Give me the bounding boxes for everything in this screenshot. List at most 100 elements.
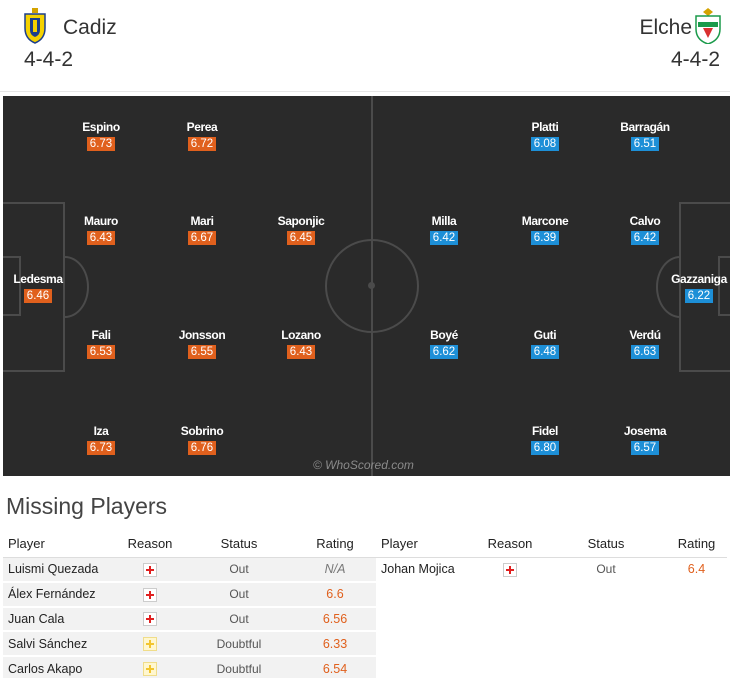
player-card-away[interactable]: Barragán 6.51	[600, 120, 690, 152]
home-missing-table: Player Reason Status Rating Luismi Queza…	[3, 530, 376, 678]
player-rating: 6.48	[531, 345, 559, 359]
player-name: Gazzaniga	[671, 272, 727, 286]
player-name: Marcone	[521, 214, 569, 228]
column-header-player[interactable]: Player	[376, 530, 474, 558]
column-header-rating[interactable]: Rating	[666, 530, 727, 558]
player-name: Iza	[93, 424, 109, 438]
player-rating: 6.67	[188, 231, 216, 245]
missing-players-title: Missing Players	[6, 493, 168, 519]
player-card-home[interactable]: Saponjic 6.45	[256, 214, 346, 246]
player-name: Saponjic	[277, 214, 325, 228]
column-header-player[interactable]: Player	[3, 530, 116, 558]
home-team-name[interactable]: Cadiz	[63, 16, 117, 39]
player-name: Espino	[82, 120, 120, 134]
rating-cell: 6.6	[294, 581, 376, 608]
player-card-away[interactable]: Calvo 6.42	[600, 214, 690, 246]
column-header-reason[interactable]: Reason	[116, 530, 184, 558]
player-rating: 6.53	[87, 345, 115, 359]
column-header-status[interactable]: Status	[546, 530, 666, 558]
status-cell: Doubtful	[184, 631, 294, 658]
player-name: Josema	[623, 424, 667, 438]
missing-player-name[interactable]: Juan Cala	[3, 606, 116, 633]
reason-cell	[474, 557, 546, 583]
reason-cell	[116, 581, 184, 608]
player-card-away[interactable]: Platti 6.08	[500, 120, 590, 152]
player-card-home[interactable]: Ledesma 6.46	[3, 272, 83, 304]
injury-icon[interactable]	[503, 562, 517, 577]
missing-player-name[interactable]: Salvi Sánchez	[3, 631, 116, 658]
status-cell: Out	[546, 557, 666, 583]
player-name: Calvo	[629, 214, 661, 228]
injury-icon[interactable]	[143, 562, 157, 577]
player-name: Mauro	[83, 214, 118, 228]
player-card-away[interactable]: Boyé 6.62	[399, 328, 489, 360]
missing-player-name[interactable]: Álex Fernández	[3, 581, 116, 608]
left-goal-area	[3, 256, 21, 316]
player-card-home[interactable]: Fali 6.53	[56, 328, 146, 360]
player-card-home[interactable]: Mauro 6.43	[56, 214, 146, 246]
missing-player-name[interactable]: Carlos Akapo	[3, 656, 116, 678]
rating-cell: 6.33	[294, 631, 376, 658]
player-card-home[interactable]: Espino 6.73	[56, 120, 146, 152]
missing-player-name[interactable]: Johan Mojica	[376, 557, 474, 583]
player-card-away[interactable]: Verdú 6.63	[600, 328, 690, 360]
player-card-away[interactable]: Marcone 6.39	[500, 214, 590, 246]
right-goal-area	[718, 256, 730, 316]
match-header: Cadiz 4-4-2 Elche 4-4-2	[0, 0, 730, 92]
column-header-rating[interactable]: Rating	[294, 530, 376, 558]
injury-icon[interactable]	[143, 612, 157, 627]
player-rating: 6.73	[87, 441, 115, 455]
column-header-status[interactable]: Status	[184, 530, 294, 558]
reason-cell	[116, 557, 184, 583]
player-rating: 6.43	[87, 231, 115, 245]
player-rating: 6.43	[287, 345, 315, 359]
player-rating: 6.80	[531, 441, 559, 455]
player-card-home[interactable]: Mari 6.67	[157, 214, 247, 246]
player-rating: 6.57	[631, 441, 659, 455]
player-card-away[interactable]: Guti 6.48	[500, 328, 590, 360]
player-card-home[interactable]: Iza 6.73	[56, 424, 146, 456]
player-card-home[interactable]: Sobrino 6.76	[157, 424, 247, 456]
player-card-home[interactable]: Jonsson 6.55	[157, 328, 247, 360]
cadiz-crest-icon[interactable]	[22, 8, 48, 49]
rating-cell: N/A	[294, 557, 376, 583]
table-row: Juan Cala Out 6.56	[3, 606, 376, 633]
away-missing-table: Player Reason Status Rating Johan Mojica…	[376, 530, 727, 583]
column-header-reason[interactable]: Reason	[474, 530, 546, 558]
reason-cell	[116, 631, 184, 658]
player-card-away[interactable]: Fidel 6.80	[500, 424, 590, 456]
player-rating: 6.22	[685, 289, 713, 303]
table-row: Salvi Sánchez Doubtful 6.33	[3, 631, 376, 658]
player-rating: 6.72	[188, 137, 216, 151]
doubtful-icon[interactable]	[143, 637, 157, 652]
player-name: Fali	[91, 328, 111, 342]
player-name: Barragán	[620, 120, 670, 134]
player-rating: 6.08	[531, 137, 559, 151]
player-card-home[interactable]: Perea 6.72	[157, 120, 247, 152]
player-card-home[interactable]: Lozano 6.43	[256, 328, 346, 360]
table-row: Luismi Quezada Out N/A	[3, 557, 376, 583]
player-rating: 6.55	[188, 345, 216, 359]
reason-cell	[116, 656, 184, 678]
elche-crest-icon[interactable]	[693, 8, 723, 49]
missing-player-name[interactable]: Luismi Quezada	[3, 557, 116, 583]
player-card-away[interactable]: Josema 6.57	[600, 424, 690, 456]
doubtful-icon[interactable]	[143, 661, 157, 676]
injury-icon[interactable]	[143, 587, 157, 602]
player-rating: 6.73	[87, 137, 115, 151]
player-card-away[interactable]: Gazzaniga 6.22	[654, 272, 730, 304]
player-name: Boyé	[430, 328, 458, 342]
player-card-away[interactable]: Milla 6.42	[399, 214, 489, 246]
table-header-row: Player Reason Status Rating	[376, 530, 727, 558]
player-rating: 6.42	[430, 231, 458, 245]
away-team-name[interactable]: Elche	[639, 16, 692, 39]
player-rating: 6.63	[631, 345, 659, 359]
table-row: Álex Fernández Out 6.6	[3, 581, 376, 608]
right-penalty-box	[679, 202, 730, 372]
player-name: Sobrino	[180, 424, 224, 438]
player-rating: 6.51	[631, 137, 659, 151]
away-formation: 4-4-2	[670, 48, 720, 71]
status-cell: Out	[184, 557, 294, 583]
player-name: Guti	[533, 328, 557, 342]
player-name: Perea	[186, 120, 218, 134]
